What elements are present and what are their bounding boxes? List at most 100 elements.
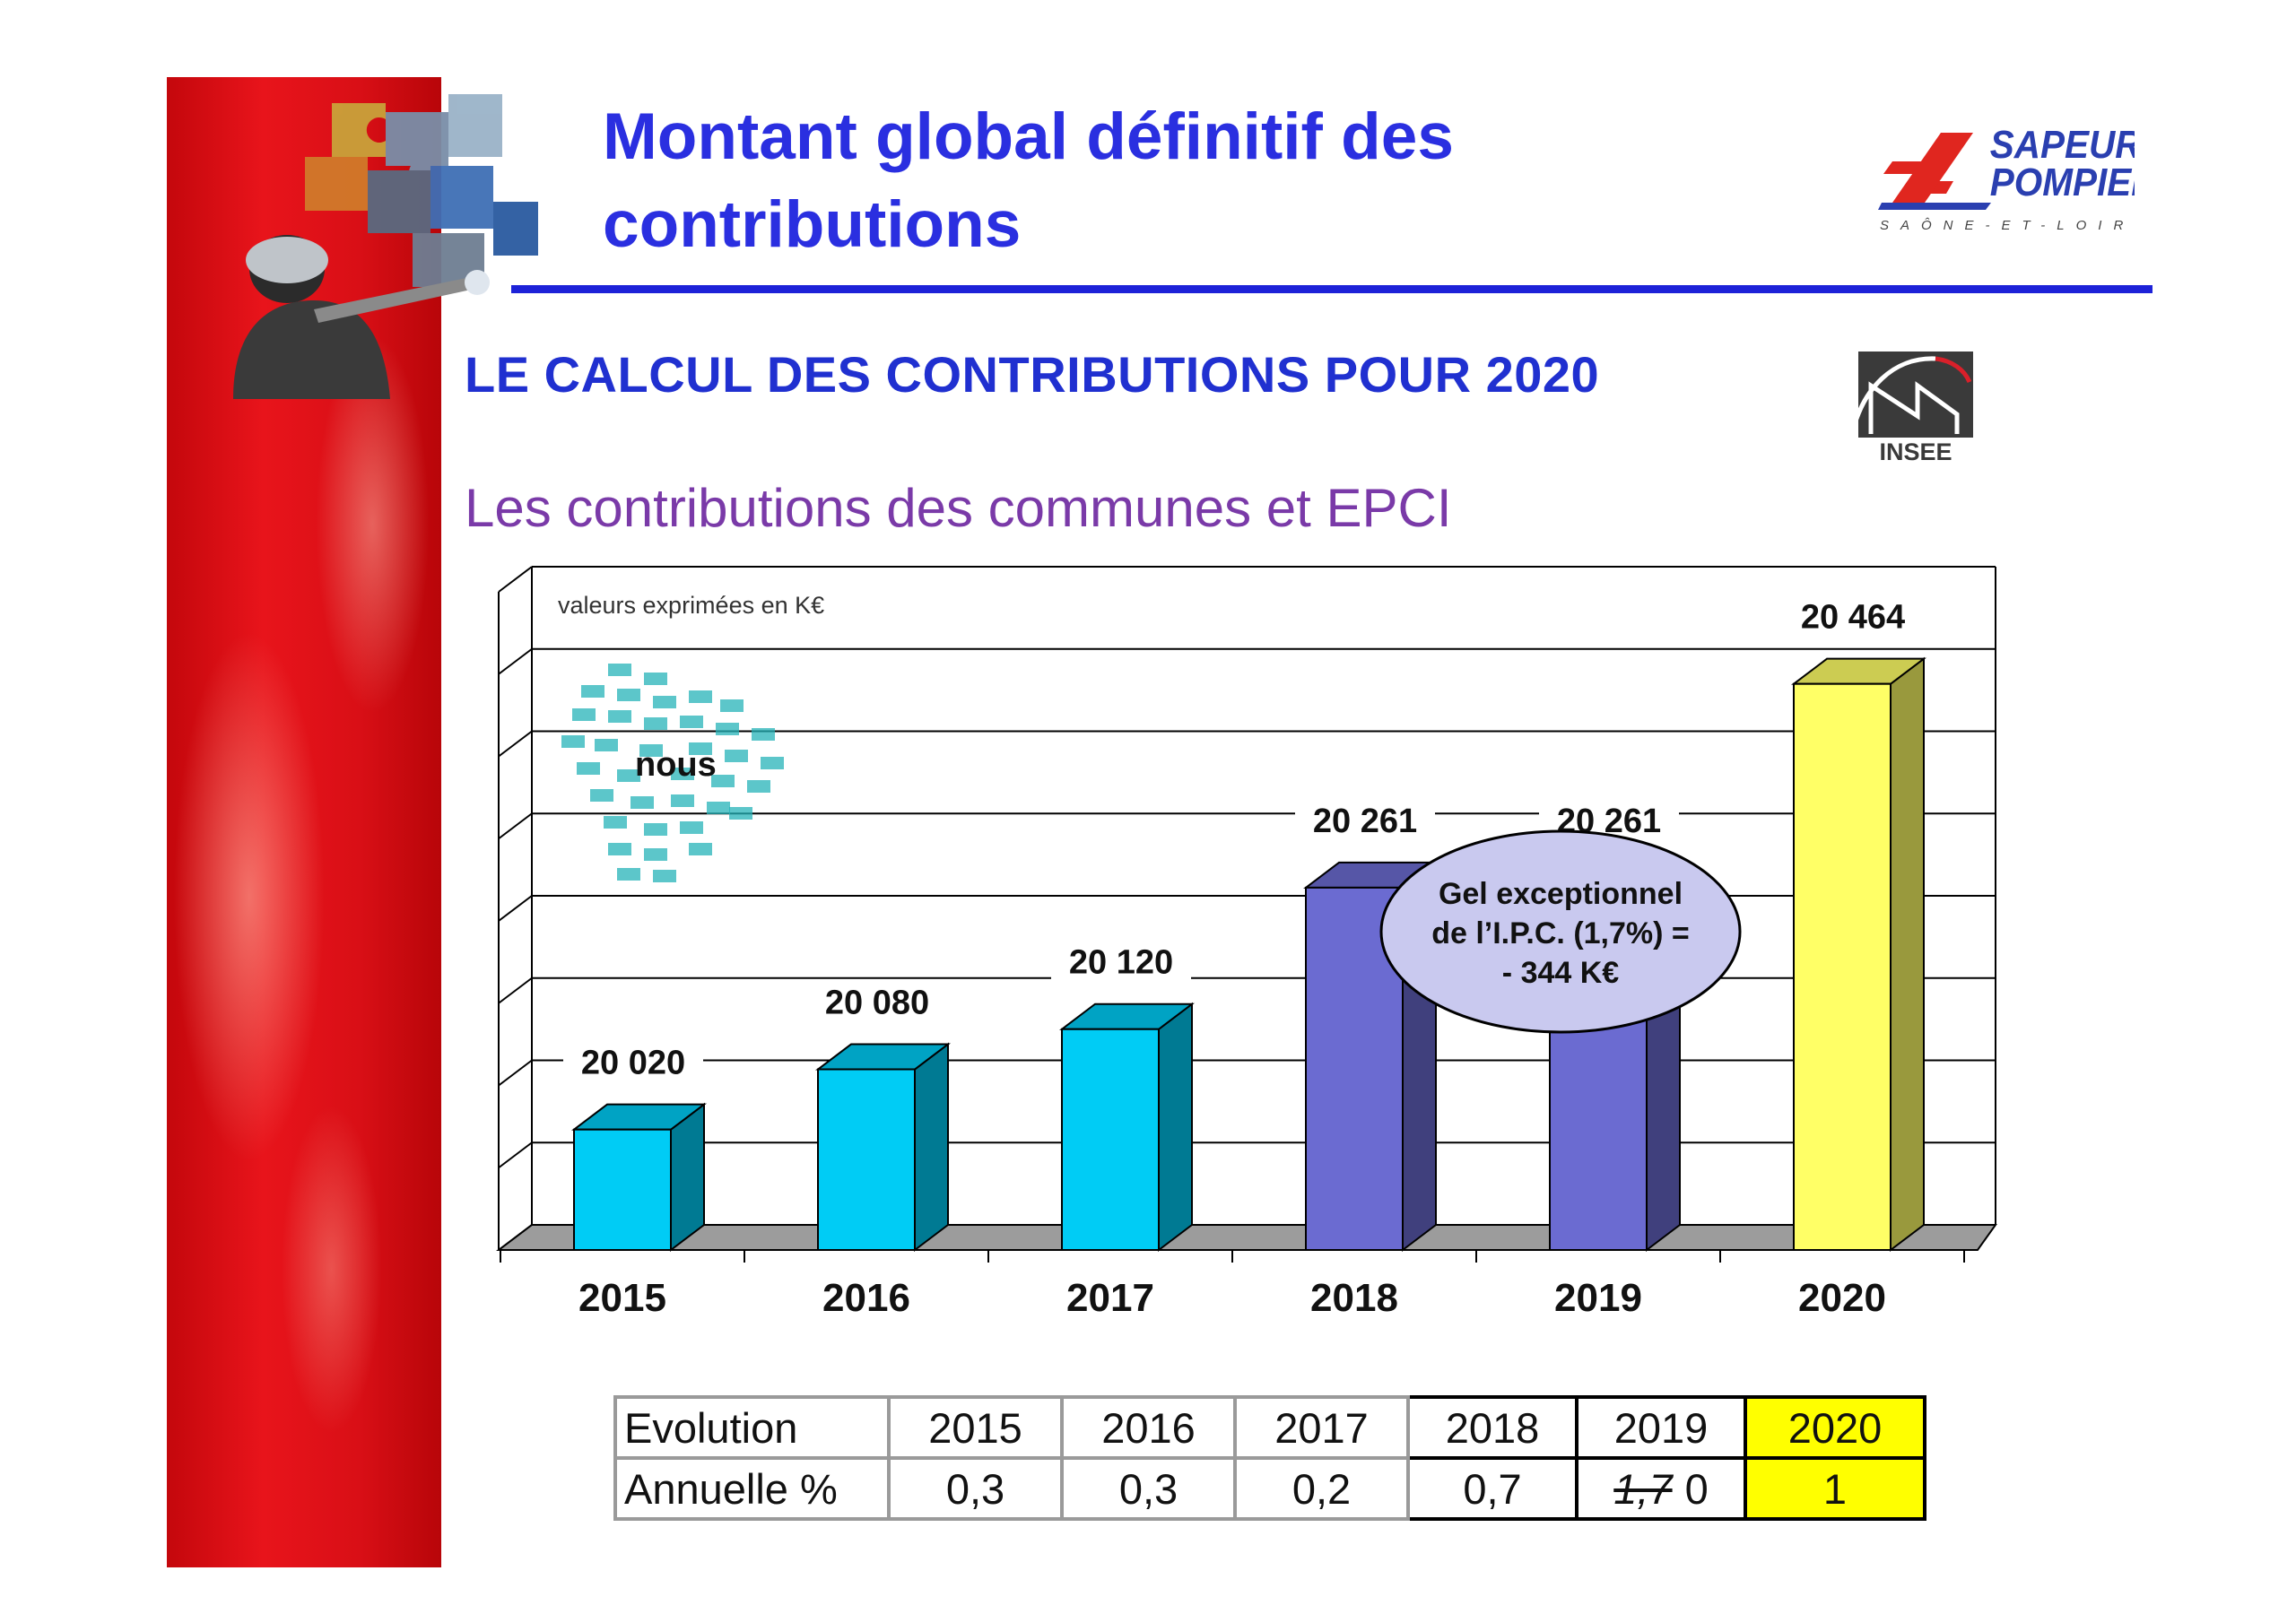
word-tile: [761, 757, 784, 769]
chart-bars: [571, 656, 1926, 1253]
evolution-row-years: Evolution 2015 2016 2017 2018 2019 2020: [613, 1395, 1926, 1460]
section-description: Les contributions des communes et EPCI: [465, 478, 1452, 538]
bar-side-2020: [1890, 656, 1925, 1253]
word-tile: [707, 802, 730, 814]
gridline-side: [498, 1059, 533, 1087]
word-tile: [671, 794, 694, 807]
word-tile: [617, 868, 640, 881]
title-rule: [511, 285, 2152, 293]
word-tile: [653, 870, 676, 882]
evolution-2019-struck-value: 1,7: [1613, 1464, 1673, 1513]
firefighter-puzzle-illustration: [233, 94, 538, 399]
x-tick-label-2020: 2020: [1798, 1276, 1886, 1320]
word-tile: [680, 716, 703, 728]
chart-grid: [496, 566, 1997, 1251]
evolution-header-label: Evolution: [613, 1395, 891, 1460]
value-label-2016: 20 080: [825, 985, 929, 1022]
word-tile: [680, 821, 703, 834]
insee-logo: INSEE: [1858, 352, 1973, 464]
word-tile: [631, 796, 654, 809]
bar-front-2015: [573, 1128, 672, 1251]
value-label-2017: 20 120: [1069, 944, 1173, 982]
bar-side-2017: [1158, 1002, 1193, 1253]
callout-line-2: de l’I.P.C. (1,7%) =: [1431, 916, 1690, 950]
x-tick-label-2016: 2016: [822, 1276, 910, 1320]
word-tile: [604, 816, 627, 829]
evolution-row-percent: Annuelle % 0,3 0,3 0,2 0,7 1,7 0 1: [613, 1456, 1926, 1521]
evolution-row-label: Annuelle %: [613, 1456, 891, 1521]
bar-2016: [815, 1042, 951, 1253]
x-tick-label-2019: 2019: [1554, 1276, 1642, 1320]
word-tile: [720, 699, 744, 712]
chart-x-axis: 2015 2016 2017 2018 2019 2020: [499, 1249, 1965, 1320]
word-tile: [639, 744, 663, 757]
value-label-2018: 20 261: [1313, 803, 1417, 840]
value-label-bg-2020: [1783, 595, 1923, 641]
callout-line-1: Gel exceptionnel: [1439, 877, 1683, 911]
value-label-bg-2015: [563, 1041, 703, 1087]
word-tile: [617, 769, 640, 782]
word-tile: [608, 843, 631, 855]
bar-2017: [1059, 1002, 1195, 1253]
word-tile: [729, 807, 752, 820]
evolution-value-2019: 1,7 0: [1575, 1456, 1747, 1521]
word-tile: [644, 848, 667, 861]
evolution-year-2020: 2020: [1744, 1395, 1926, 1460]
value-label-bg-2018: [1295, 799, 1435, 845]
evolution-year-2015: 2015: [887, 1395, 1064, 1460]
logo-text-3: SAÔNE-ET-LOIRE: [1880, 218, 2135, 233]
evolution-table: Evolution 2015 2016 2017 2018 2019 2020 …: [613, 1395, 1926, 1521]
bar-front-2016: [817, 1068, 916, 1251]
word-tile: [725, 750, 748, 762]
gridline-side: [498, 895, 533, 922]
contributions-bar-chart: valeurs exprimées en K€ nous 20 020 20 08…: [496, 566, 1997, 1320]
word-cloud-image: nous: [561, 664, 784, 882]
evolution-value-2015: 0,3: [887, 1456, 1064, 1521]
word-tile: [617, 689, 640, 701]
value-label-bg-2016: [807, 981, 947, 1027]
value-label-2020: 20 464: [1801, 599, 1905, 637]
sapeurs-pompiers-logo: SAPEURS POMPIERS SAÔNE-ET-LOIRE: [1878, 126, 2135, 233]
word-tile: [752, 728, 775, 741]
word-tile: [689, 742, 712, 755]
word-tile: [644, 823, 667, 836]
word-tile: [747, 780, 770, 793]
word-tile: [581, 685, 604, 698]
word-tile: [608, 664, 631, 676]
gridline-side: [498, 1224, 533, 1251]
word-tile: [653, 696, 676, 708]
word-tile: [595, 739, 618, 751]
evolution-value-2020: 1: [1744, 1456, 1926, 1521]
word-tile: [689, 843, 712, 855]
word-tile: [561, 735, 585, 748]
slide-title-line1: Montant global définitif des: [603, 100, 1454, 173]
chart-floor: [496, 1224, 1997, 1251]
ipc-callout: Gel exceptionnel de l’I.P.C. (1,7%) = - …: [1379, 829, 1742, 1034]
value-label-bg-2017: [1051, 941, 1191, 986]
bar-2015: [571, 1102, 707, 1253]
x-tick-label-2015: 2015: [578, 1276, 666, 1320]
word-tile: [577, 762, 600, 775]
slide-title: Montant global définitif des contributio…: [603, 93, 1769, 269]
bar-side-2016: [914, 1042, 949, 1253]
evolution-year-2018: 2018: [1406, 1395, 1578, 1460]
gridline-side: [498, 730, 533, 758]
value-label-2015: 20 020: [581, 1045, 685, 1082]
gridline-side: [498, 812, 533, 840]
gridline-side: [498, 566, 533, 593]
x-tick-label-2017: 2017: [1066, 1276, 1154, 1320]
slide-title-line2: contributions: [603, 188, 1022, 261]
bar-front-2020: [1793, 682, 1892, 1251]
evolution-value-2017: 0,2: [1233, 1456, 1410, 1521]
word-tile: [716, 723, 739, 735]
gridline-side: [498, 976, 533, 1004]
callout-line-3: - 344 K€: [1502, 956, 1619, 990]
gridline-side: [498, 647, 533, 675]
evolution-year-2019: 2019: [1575, 1395, 1747, 1460]
bar-front-2017: [1061, 1028, 1160, 1252]
logo-text-2: POMPIERS: [1990, 160, 2135, 204]
word-tile: [644, 673, 667, 685]
word-cloud-label: nous: [635, 746, 717, 784]
section-subtitle: LE CALCUL DES CONTRIBUTIONS POUR 2020: [465, 346, 1600, 403]
